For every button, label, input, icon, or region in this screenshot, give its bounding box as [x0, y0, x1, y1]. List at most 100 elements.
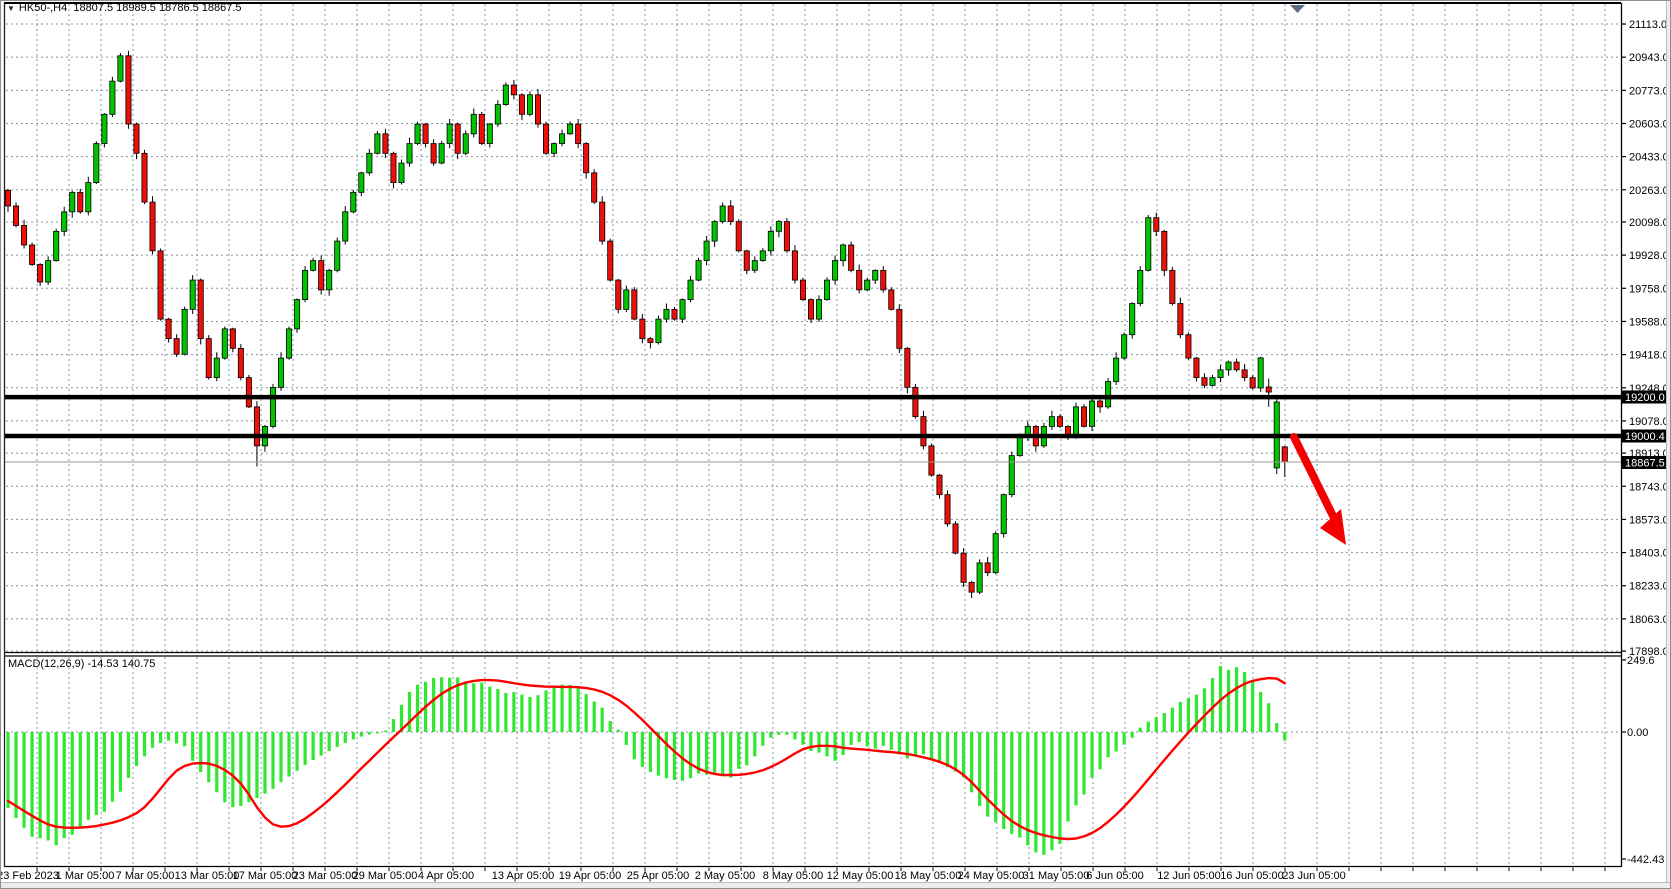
- candle-bullish: [366, 152, 373, 174]
- price-axis-label: 17898.0: [1629, 646, 1669, 658]
- price-tag: [1622, 390, 1666, 404]
- macd-histogram-bar: [769, 732, 773, 738]
- macd-histogram-bar: [1170, 707, 1174, 732]
- time-axis-area[interactable]: [5, 867, 1621, 882]
- price-axis-label: 20433.0: [1629, 152, 1669, 164]
- candle-bullish: [663, 308, 670, 320]
- candle-bearish: [390, 152, 397, 183]
- candle-bullish: [326, 269, 333, 291]
- macd-histogram-bar: [472, 683, 476, 732]
- time-axis-label: 12 May 05:00: [827, 870, 894, 882]
- red-arrow-head-icon[interactable]: [1320, 509, 1346, 545]
- macd-histogram-bar: [713, 732, 717, 776]
- candle-bearish: [21, 225, 28, 246]
- candle-bullish: [655, 318, 662, 343]
- candle-bullish: [559, 133, 566, 144]
- candle-bearish: [534, 94, 541, 125]
- candle-bullish: [824, 279, 831, 300]
- price-tag-label: 19000.4: [1625, 431, 1665, 443]
- candle-bearish: [543, 123, 550, 154]
- candle-bearish: [743, 250, 750, 271]
- macd-histogram-bar: [480, 682, 484, 732]
- chart-shift-marker-icon[interactable]: [1290, 5, 1305, 13]
- macd-histogram-bar: [239, 732, 243, 807]
- candle-bearish: [1281, 446, 1288, 463]
- candle-bearish: [575, 123, 582, 144]
- macd-histogram-bar: [367, 732, 371, 735]
- candle-bullish: [864, 279, 871, 291]
- price-axis-label: 20943.0: [1629, 52, 1669, 64]
- macd-histogram-bar: [1122, 732, 1126, 745]
- candle-bullish: [872, 269, 879, 281]
- candle-bearish: [647, 338, 654, 343]
- macd-histogram-bar: [183, 732, 187, 747]
- macd-histogram-bar: [1194, 694, 1199, 732]
- time-axis-label: 7 Mar 05:00: [116, 870, 175, 882]
- red-arrow-shaft[interactable]: [1290, 433, 1337, 520]
- macd-histogram-bar: [1090, 732, 1094, 778]
- price-axis-label: 18063.0: [1629, 614, 1669, 626]
- macd-histogram-bar: [1026, 732, 1030, 846]
- macd-histogram-bar: [102, 732, 106, 812]
- macd-histogram-bar: [656, 732, 661, 776]
- macd-histogram-bar: [167, 732, 171, 741]
- candle-bullish: [775, 221, 782, 232]
- candle-bullish: [334, 240, 341, 271]
- macd-histogram-bar: [6, 732, 10, 809]
- candle-bearish: [791, 250, 798, 281]
- main-plot-area[interactable]: [5, 3, 1621, 653]
- candle-bullish: [1008, 455, 1015, 496]
- time-axis-label: 29 Mar 05:00: [353, 870, 418, 882]
- candle-bullish: [310, 260, 317, 271]
- candle-bullish: [976, 562, 983, 593]
- macd-histogram-bar: [817, 732, 821, 753]
- candle-bullish: [551, 143, 558, 154]
- time-axis-label: 25 Apr 05:00: [627, 870, 689, 882]
- macd-histogram-bar: [560, 684, 564, 732]
- macd-histogram-bar: [311, 732, 315, 761]
- macd-histogram-bar: [520, 694, 524, 732]
- time-axis-label: 12 Jun 05:00: [1157, 870, 1221, 882]
- candle-bearish: [735, 221, 742, 252]
- candle-bearish: [205, 338, 212, 379]
- time-axis-label: 8 May 05:00: [763, 870, 824, 882]
- price-axis-label: 19588.0: [1629, 316, 1669, 328]
- price-tag-label: 19200.0: [1625, 392, 1665, 404]
- macd-histogram-bar: [351, 732, 355, 740]
- macd-histogram-bar: [616, 729, 620, 732]
- symbol-ohlc-text: HK50-,H4 18807.5 18989.5 18786.5 18867.5: [18, 2, 242, 14]
- candle-bearish: [237, 347, 244, 379]
- candle-bullish: [470, 113, 477, 135]
- candle-bearish: [583, 143, 590, 174]
- macd-histogram-bar: [134, 732, 139, 766]
- candle-bullish: [502, 84, 509, 105]
- macd-histogram-bar: [1283, 732, 1287, 741]
- macd-axis-label: 249.6: [1627, 655, 1655, 667]
- price-axis-label: 20098.0: [1629, 217, 1669, 229]
- candle-bullish: [486, 123, 493, 144]
- candle-bearish: [1081, 406, 1088, 427]
- price-axis-label: 21113.0: [1629, 19, 1667, 31]
- macd-histogram-bar: [568, 684, 572, 732]
- candle-bullish: [1209, 377, 1216, 386]
- symbol-dropdown-icon[interactable]: ▼: [7, 3, 15, 13]
- candle-bearish: [1185, 334, 1192, 359]
- candle-bullish: [719, 205, 726, 222]
- candle-bullish: [1000, 494, 1007, 535]
- candle-bullish: [1048, 416, 1055, 427]
- candle-bullish: [101, 113, 108, 144]
- candle-bearish: [1177, 303, 1184, 336]
- macd-histogram-bar: [1058, 732, 1062, 844]
- candle-bullish: [93, 143, 100, 183]
- macd-histogram-bar: [1178, 701, 1182, 732]
- macd-histogram-bar: [62, 732, 66, 839]
- macd-histogram-bar: [849, 732, 853, 745]
- macd-histogram-bar: [343, 732, 347, 743]
- candle-bullish: [687, 279, 694, 300]
- candle-bearish: [1201, 377, 1208, 386]
- candle-bullish: [751, 260, 758, 271]
- macd-histogram-bar: [231, 732, 235, 808]
- candle-bullish: [494, 104, 501, 125]
- candle-bullish: [1121, 334, 1128, 359]
